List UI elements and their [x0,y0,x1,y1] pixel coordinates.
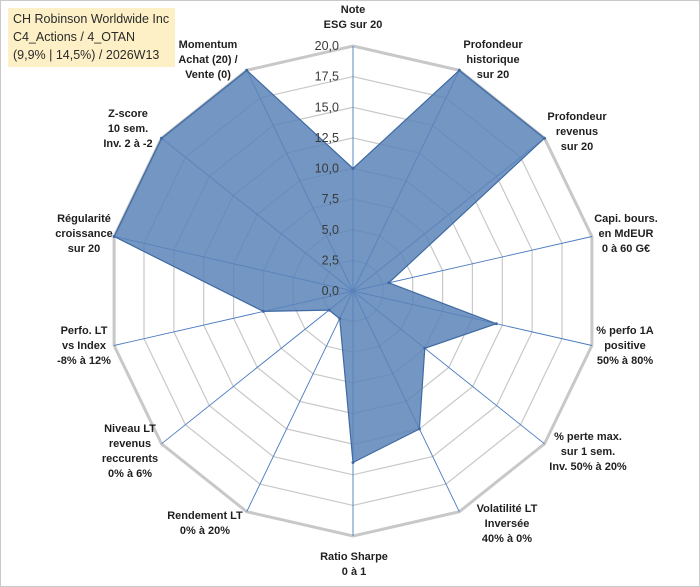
data-point [387,281,391,285]
axis-label: Momentum Achat (20) / Vente (0) [178,39,237,81]
axis-label: Régularité croissance sur 20 [55,213,112,255]
tick-label: 17,5 [315,70,339,84]
data-point [543,136,546,140]
data-point [457,68,461,72]
data-point [245,68,249,72]
tick-label: 10,0 [315,162,339,176]
data-point [351,167,355,170]
tick-label: 15,0 [315,100,339,114]
axis-label: Volatilité LT Inversée 40% à 0% [477,503,538,545]
spoke-line [246,290,354,512]
data-point [423,346,427,350]
data-point [338,317,342,321]
data-point [112,235,116,238]
data-point [327,308,331,312]
data-point [417,427,421,431]
tick-label: 0,0 [322,284,339,298]
axis-labels: Note ESG sur 20 Profondeur historique sur 20… [55,4,658,578]
data-point [494,322,498,326]
axis-label: Niveau LT revenus reccurents 0% à 6% [102,423,158,480]
tick-label: 20,0 [315,39,339,53]
axis-label: Rendement LT 0% à 20% [167,510,243,537]
axis-label: Profondeur revenus sur 20 [547,111,607,153]
data-point [160,136,163,140]
axis-label: Z-score 10 sem. Inv. 2 à -2 [103,108,152,150]
radial-tick-labels: 0,0 2,5 5,0 7,5 10,0 12,5 15,0 17,5 20,0 [315,39,339,298]
company-name: CH Robinson Worldwide Inc [13,12,170,26]
tick-label: 12,5 [315,131,339,145]
axis-label: % perfo 1A positive 50% à 80% [596,325,654,367]
axis-label: Note ESG sur 20 [324,4,383,31]
tick-label: 7,5 [322,192,339,206]
axis-label: Capi. bours. en MdEUR 0 à 60 G€ [594,213,658,255]
axis-label: Ratio Sharpe 0 à 1 [320,551,388,578]
tick-label: 5,0 [322,223,339,237]
data-point [351,461,355,464]
spoke-line [352,236,593,292]
tick-label: 2,5 [322,253,339,267]
axis-label: Profondeur historique sur 20 [463,39,523,81]
series [112,68,546,464]
spoke-line [161,290,354,445]
portfolio-name: C4_Actions / 4_OTAN [13,30,136,44]
data-point [261,309,265,313]
axis-label: Perfo. LT vs Index -8% à 12% [57,325,111,367]
performance-stats: (9,9% | 14,5%) / 2026W13 [13,48,160,62]
axis-label: % perte max. sur 1 sem. Inv. 50% à 20% [549,431,627,473]
info-box: CH Robinson Worldwide Inc C4_Actions / 4… [8,8,176,67]
